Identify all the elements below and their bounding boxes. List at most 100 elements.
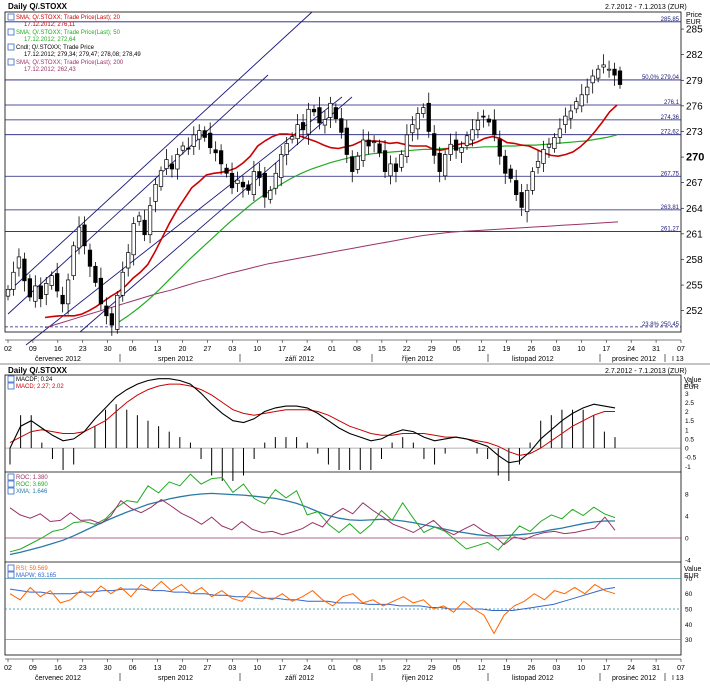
- macd-y-tick-label: -1: [685, 464, 691, 471]
- x-tick-label: 19: [503, 665, 511, 672]
- candle-body: [519, 192, 524, 208]
- x-tick-label: 23: [79, 665, 87, 672]
- panel2-date-range: 2.7.2012 - 7.1.2013 (ZUR): [605, 368, 687, 375]
- month-label: září 2012: [285, 356, 314, 363]
- legend-icon: [7, 58, 15, 66]
- candle-body: [71, 245, 76, 277]
- candle: [164, 148, 169, 175]
- candle-body: [415, 113, 420, 130]
- x-tick-label: 27: [204, 346, 212, 353]
- x-tick-label: 27: [204, 665, 212, 672]
- legend-label: SMA; Q/.STOXX; Trade Price(Last); 20: [16, 15, 121, 21]
- candle-body: [229, 172, 235, 189]
- rsi-y-tick-label: 40: [685, 622, 693, 629]
- candle-body: [410, 124, 415, 134]
- x-tick-label: 01: [328, 665, 336, 672]
- candle-body: [497, 138, 502, 157]
- candle: [453, 131, 459, 159]
- macd-y-tick-label: 2.5: [685, 400, 694, 407]
- x-tick-label: 15: [378, 346, 386, 353]
- candle: [361, 129, 366, 167]
- candle-body: [448, 143, 453, 155]
- candle-body: [213, 149, 218, 154]
- x-tick-label: 05: [453, 346, 461, 353]
- candle: [557, 118, 563, 144]
- macd-legend-label: MACD; 2.27; 2.02: [16, 384, 64, 390]
- candle: [333, 103, 338, 123]
- candle-body: [22, 258, 27, 282]
- candle: [202, 126, 207, 142]
- x-tick-label: 15: [378, 665, 386, 672]
- candle: [22, 252, 27, 292]
- x-tick-label: 10: [577, 665, 585, 672]
- candle-body: [574, 101, 579, 110]
- candle-body: [475, 120, 481, 131]
- candle: [579, 84, 584, 113]
- x-tick-label: 10: [253, 665, 261, 672]
- candle-body: [552, 137, 557, 149]
- month-label: listopad 2012: [512, 675, 554, 682]
- candle-body: [317, 107, 322, 124]
- candle-body: [492, 119, 497, 136]
- candle: [27, 274, 32, 302]
- x-tick-label: 03: [552, 346, 560, 353]
- candle-body: [382, 150, 388, 172]
- macd-y-tick-label: 3: [685, 391, 689, 398]
- level-label: 274,36: [661, 115, 680, 121]
- candle: [306, 102, 311, 145]
- candle: [552, 133, 557, 153]
- candle: [300, 113, 306, 139]
- candle: [470, 119, 475, 147]
- candle: [339, 108, 344, 139]
- legend-label: SMA; Q/.STOXX; Trade Price(Last); 50: [16, 30, 121, 36]
- candle: [44, 276, 49, 306]
- candle-body: [279, 154, 284, 178]
- candle: [131, 217, 136, 266]
- candle: [448, 133, 453, 161]
- x-tick-label: 03: [552, 665, 560, 672]
- candle: [475, 111, 481, 139]
- candle-body: [470, 129, 475, 141]
- chart-title: Daily Q/.STOXX: [8, 2, 68, 11]
- currency-label: EUR: [686, 19, 701, 26]
- candle-body: [131, 223, 136, 256]
- rsi-y-tick-label: 60: [685, 591, 693, 598]
- candle-body: [393, 163, 399, 172]
- candle-body: [579, 94, 584, 107]
- trend-channel-line: [79, 96, 353, 333]
- candle-body: [464, 135, 470, 146]
- candle: [93, 262, 98, 287]
- candle-body: [453, 139, 459, 151]
- date-range: 2.7.2012 - 7.1.2013 (ZUR): [605, 4, 687, 11]
- candle-body: [563, 115, 568, 125]
- trend-channel-line: [7, 11, 313, 293]
- x-tick-label: 03: [228, 665, 236, 672]
- macd-y-tick-label: 1: [685, 427, 689, 434]
- candle-body: [49, 275, 54, 286]
- candle: [377, 139, 382, 158]
- x-tick-label: 02: [4, 665, 12, 672]
- candle: [508, 164, 513, 183]
- y-tick-label: 270: [686, 152, 704, 164]
- candle-body: [257, 171, 262, 178]
- legend-icon: [7, 564, 15, 572]
- candle: [240, 175, 246, 198]
- candle-body: [60, 294, 65, 305]
- candle-body: [27, 278, 32, 298]
- candle: [486, 114, 491, 127]
- month-label: září 2012: [285, 675, 314, 682]
- macd-y-tick-label: 0.5: [685, 436, 694, 443]
- candle: [175, 148, 180, 180]
- candle: [617, 66, 623, 89]
- candle-body: [344, 127, 349, 155]
- x-tick-label: 26: [528, 665, 536, 672]
- candle-body: [87, 249, 93, 267]
- candle-body: [524, 189, 530, 213]
- roc-legend-label: XMA; 1.646: [16, 489, 48, 495]
- candle: [535, 150, 541, 174]
- legend-icon: [7, 382, 15, 390]
- candle-body: [197, 130, 202, 140]
- candle: [16, 248, 22, 277]
- level-label: 276,1: [664, 100, 680, 106]
